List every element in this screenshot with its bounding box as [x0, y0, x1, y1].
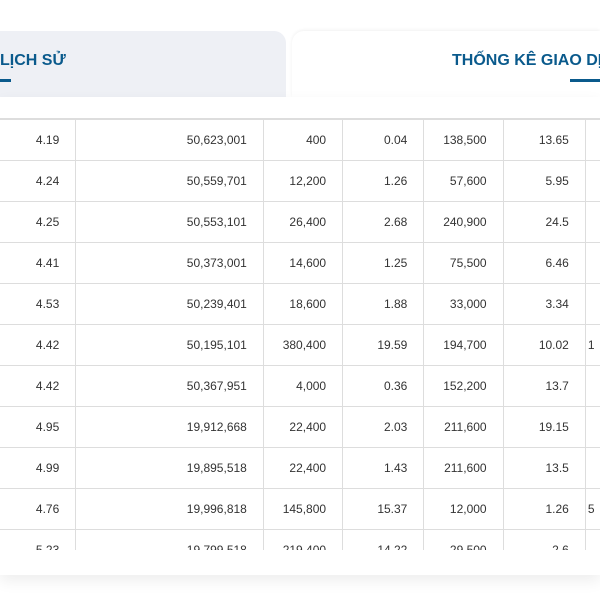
table-cell: 2.68 [342, 201, 425, 243]
tab-trading-stats-label[interactable]: THỐNG KÊ GIAO DỊC [452, 52, 600, 69]
table-cell: 145,800 [262, 488, 344, 530]
table-cell: 26,400 [262, 201, 344, 243]
table-row: 4.95 19,912,668 22,400 2.03 211,600 19.15 [0, 406, 600, 448]
table-cell: 29,500 [423, 529, 504, 550]
top-area [0, 0, 600, 31]
table-cell: 19.59 [342, 324, 425, 366]
table-cell: 211,600 [423, 447, 504, 489]
table-cell [584, 406, 600, 448]
tab-history-underline [0, 79, 11, 82]
table-cell: 4.41 [0, 242, 77, 284]
table-cell: 19,799,518 [75, 529, 264, 550]
active-tab-underline [570, 79, 600, 82]
table-scroll-area[interactable]: 4.19 50,623,001 400 0.04 138,500 13.65 4.24 50,… [0, 118, 600, 550]
table-cell: 5 [584, 488, 600, 530]
table-row: 4.24 50,559,701 12,200 1.26 57,600 5.95 [0, 160, 600, 202]
table-cell: 1.88 [342, 283, 425, 325]
table-cell: 19.15 [502, 406, 586, 448]
table-cell: 4.76 [0, 488, 77, 530]
table-cell: 0.04 [342, 118, 425, 161]
table-cell: 4.25 [0, 201, 77, 243]
table-row: 4.42 50,195,101 380,400 19.59 194,700 10.02 1 [0, 324, 600, 366]
table-cell: 3.34 [502, 283, 586, 325]
table-cell: 4.19 [0, 118, 77, 161]
table-cell: 194,700 [423, 324, 504, 366]
tab-history-label[interactable]: LỊCH SỬ [0, 52, 66, 69]
table-cell: 219,400 [262, 529, 344, 550]
table-cell: 19,996,818 [75, 488, 264, 530]
table-cell: 4.42 [0, 365, 77, 407]
table-cell: 1.26 [502, 488, 586, 530]
table-cell: 14,600 [262, 242, 344, 284]
table-row: 4.42 50,367,951 4,000 0.36 152,200 13.7 [0, 365, 600, 407]
table-cell: 380,400 [262, 324, 344, 366]
table-row: 4.41 50,373,001 14,600 1.25 75,500 6.46 [0, 242, 600, 284]
table-cell: 75,500 [423, 242, 504, 284]
table-cell: 18,600 [262, 283, 344, 325]
table-cell: 19,912,668 [75, 406, 264, 448]
table-cell: 10.02 [502, 324, 586, 366]
table-cell [584, 365, 600, 407]
table-cell [584, 160, 600, 202]
table-row: 4.99 19,895,518 22,400 1.43 211,600 13.5 [0, 447, 600, 489]
table-cell: 22,400 [262, 406, 344, 448]
table-cell: 240,900 [423, 201, 504, 243]
table-row: 4.53 50,239,401 18,600 1.88 33,000 3.34 [0, 283, 600, 325]
table-cell: 12,000 [423, 488, 504, 530]
table-cell: 5.23 [0, 529, 77, 550]
table-cell: 138,500 [423, 118, 504, 161]
table-cell: 22,400 [262, 447, 344, 489]
table-cell [584, 242, 600, 284]
table-cell: 50,239,401 [75, 283, 264, 325]
table-cell: 50,195,101 [75, 324, 264, 366]
table-cell: 6.46 [502, 242, 586, 284]
tab-trading-stats[interactable] [292, 31, 600, 97]
table-cell: 33,000 [423, 283, 504, 325]
table-body: 4.19 50,623,001 400 0.04 138,500 13.65 4.24 50,… [0, 118, 600, 550]
table-cell: 5.95 [502, 160, 586, 202]
table-cell: 4.42 [0, 324, 77, 366]
table-cell [584, 201, 600, 243]
table-cell [584, 283, 600, 325]
table-cell: 4.53 [0, 283, 77, 325]
tab-history[interactable] [0, 31, 286, 97]
table-cell: 13.7 [502, 365, 586, 407]
table-cell: 2.03 [342, 406, 425, 448]
trading-stats-table: 4.19 50,623,001 400 0.04 138,500 13.65 4.24 50,… [0, 118, 600, 550]
table-row: 4.76 19,996,818 145,800 15.37 12,000 1.26 5 [0, 488, 600, 530]
table-cell: 152,200 [423, 365, 504, 407]
table-row: 5.23 19,799,518 219,400 14.22 29,500 2.6 [0, 529, 600, 550]
table-cell: 12,200 [262, 160, 344, 202]
table-cell: 14.22 [342, 529, 425, 550]
table-cell: 50,623,001 [75, 118, 264, 161]
table-cell: 400 [262, 118, 344, 161]
table-cell: 13.5 [502, 447, 586, 489]
table-cell: 4.95 [0, 406, 77, 448]
table-cell: 50,373,001 [75, 242, 264, 284]
table-cell: 4.24 [0, 160, 77, 202]
table-cell: 57,600 [423, 160, 504, 202]
table-cell: 50,559,701 [75, 160, 264, 202]
table-cell [584, 447, 600, 489]
table-cell: 211,600 [423, 406, 504, 448]
table-cell: 50,553,101 [75, 201, 264, 243]
table-cell [584, 118, 600, 161]
table-cell: 1.26 [342, 160, 425, 202]
table-cell: 24.5 [502, 201, 586, 243]
table-cell: 50,367,951 [75, 365, 264, 407]
table-cell: 1 [584, 324, 600, 366]
table-row: 4.25 50,553,101 26,400 2.68 240,900 24.5 [0, 201, 600, 243]
table-cell: 1.25 [342, 242, 425, 284]
table-cell [584, 529, 600, 550]
table-cell: 0.36 [342, 365, 425, 407]
table-cell: 15.37 [342, 488, 425, 530]
table-cell: 4.99 [0, 447, 77, 489]
table-cell: 13.65 [502, 118, 586, 161]
table-row: 4.19 50,623,001 400 0.04 138,500 13.65 [0, 118, 600, 161]
table-cell: 2.6 [502, 529, 586, 550]
table-cell: 1.43 [342, 447, 425, 489]
table-cell: 19,895,518 [75, 447, 264, 489]
table-cell: 4,000 [262, 365, 344, 407]
